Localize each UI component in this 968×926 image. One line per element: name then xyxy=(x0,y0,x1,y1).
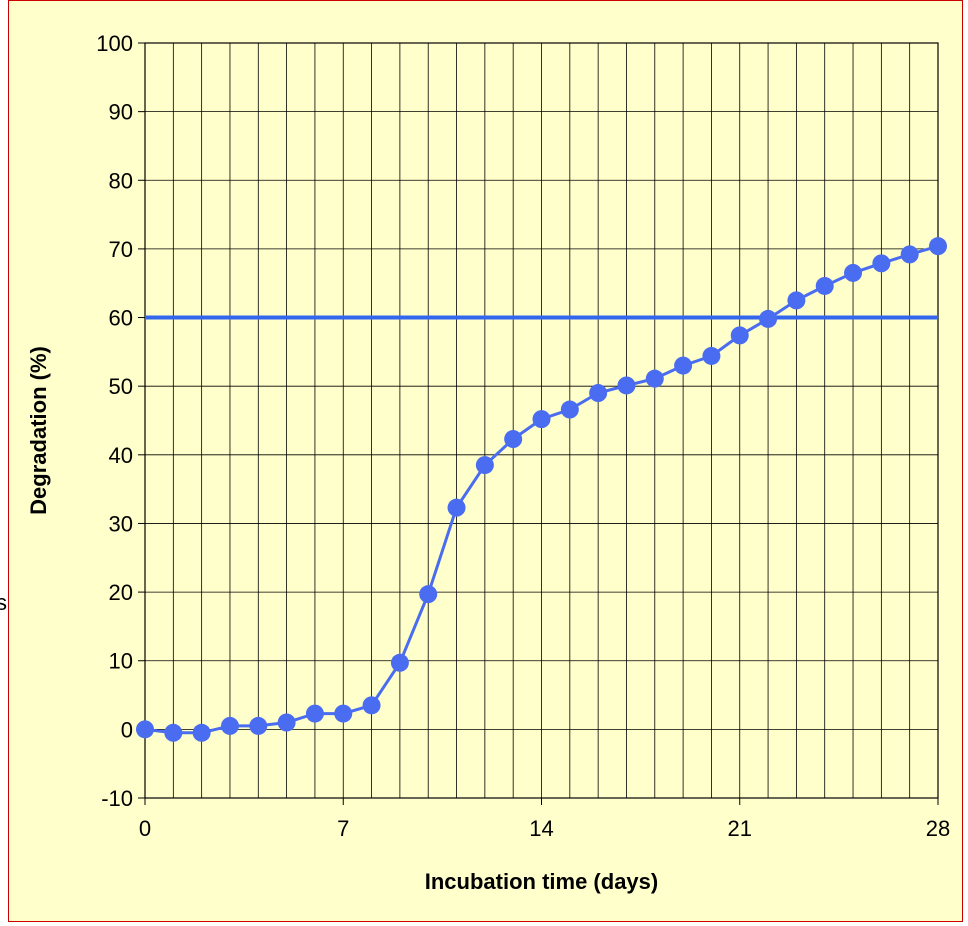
x-tick-label: 21 xyxy=(728,816,752,841)
data-point xyxy=(277,713,296,732)
data-point xyxy=(419,585,438,604)
data-point xyxy=(475,456,494,475)
data-point xyxy=(192,723,211,742)
y-tick-labels: -10 0 10 20 30 40 50 60 70 80 90 100 xyxy=(96,31,133,811)
data-point xyxy=(872,254,891,273)
data-point xyxy=(136,720,154,739)
series-group xyxy=(136,237,947,742)
y-tick-label: 90 xyxy=(109,100,133,125)
data-point xyxy=(929,237,947,256)
data-point xyxy=(787,291,806,310)
data-point xyxy=(730,326,749,345)
data-point xyxy=(844,263,863,282)
data-point xyxy=(305,704,324,723)
data-point xyxy=(815,276,834,295)
data-point xyxy=(504,430,523,449)
y-tick-label: -10 xyxy=(101,786,133,811)
y-tick-label: 100 xyxy=(96,31,133,56)
data-point xyxy=(900,245,919,264)
y-tick-label: 80 xyxy=(109,168,133,193)
y-tick-label: 50 xyxy=(109,374,133,399)
y-tick-label: 0 xyxy=(121,717,133,742)
y-tick-label: 30 xyxy=(109,511,133,536)
grid xyxy=(138,42,939,805)
data-point xyxy=(702,346,721,365)
y-tick-label: 20 xyxy=(109,580,133,605)
data-point xyxy=(249,716,268,735)
data-point xyxy=(390,653,409,672)
x-tick-labels: 0 7 14 21 28 xyxy=(139,816,950,841)
edge-text-fragment: s xyxy=(0,590,7,615)
y-tick-label: 60 xyxy=(109,306,133,331)
data-point xyxy=(532,410,551,429)
data-point xyxy=(645,369,664,388)
data-point xyxy=(362,696,381,715)
x-tick-label: 14 xyxy=(529,816,553,841)
x-axis-title: Incubation time (days) xyxy=(425,869,658,894)
x-tick-label: 0 xyxy=(139,816,151,841)
data-point xyxy=(447,498,466,517)
data-point xyxy=(164,723,183,742)
data-point xyxy=(589,384,608,403)
y-tick-label: 40 xyxy=(109,443,133,468)
x-tick-label: 28 xyxy=(926,816,950,841)
y-axis-title: Degradation (%) xyxy=(26,346,51,515)
y-tick-label: 70 xyxy=(109,237,133,262)
data-point xyxy=(759,309,778,328)
data-point xyxy=(560,400,579,419)
data-point xyxy=(674,356,693,375)
data-point xyxy=(617,376,636,395)
data-point xyxy=(220,716,239,735)
x-tick-label: 7 xyxy=(337,816,349,841)
y-tick-label: 10 xyxy=(109,649,133,674)
data-point xyxy=(334,704,353,723)
